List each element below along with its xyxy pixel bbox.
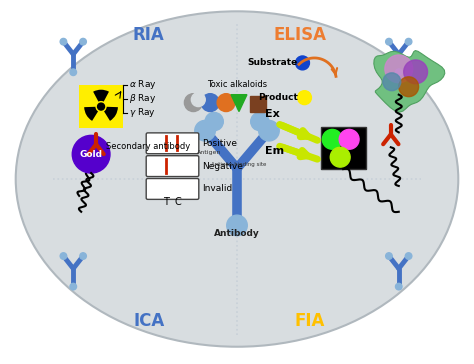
Circle shape <box>405 253 412 259</box>
Bar <box>250 96 266 111</box>
Circle shape <box>217 94 235 111</box>
Text: Antibody: Antibody <box>214 229 260 238</box>
Circle shape <box>80 253 86 259</box>
Text: ELISA: ELISA <box>273 26 326 44</box>
Text: Product: Product <box>258 93 298 102</box>
Text: $\gamma$ Ray: $\gamma$ Ray <box>129 106 156 119</box>
Text: Em: Em <box>265 146 284 156</box>
Circle shape <box>80 39 86 45</box>
Text: Ex: Ex <box>265 108 280 119</box>
Circle shape <box>227 215 247 236</box>
Text: T: T <box>163 197 168 207</box>
Text: Invalid: Invalid <box>202 185 233 193</box>
Circle shape <box>60 39 67 45</box>
Text: Substrate: Substrate <box>247 58 298 67</box>
FancyBboxPatch shape <box>146 178 199 199</box>
FancyBboxPatch shape <box>146 133 199 154</box>
Text: RIA: RIA <box>133 26 164 44</box>
Text: $\alpha$ Ray: $\alpha$ Ray <box>129 78 156 91</box>
Text: $\beta$ Ray: $\beta$ Ray <box>129 92 156 105</box>
Circle shape <box>395 283 402 290</box>
Text: Antigen-binding site: Antigen-binding site <box>211 162 267 167</box>
Circle shape <box>205 112 223 131</box>
Circle shape <box>298 91 311 104</box>
Circle shape <box>184 94 202 111</box>
Wedge shape <box>101 107 118 121</box>
Ellipse shape <box>16 11 458 347</box>
Circle shape <box>322 130 342 149</box>
Circle shape <box>404 60 428 84</box>
Text: Toxic alkaloids: Toxic alkaloids <box>207 80 267 89</box>
Circle shape <box>201 94 219 111</box>
Circle shape <box>385 55 413 83</box>
Circle shape <box>259 120 279 141</box>
Circle shape <box>386 39 392 45</box>
Text: Antigen: Antigen <box>197 150 221 155</box>
Bar <box>321 127 366 169</box>
Circle shape <box>251 112 269 131</box>
Circle shape <box>98 103 105 110</box>
Circle shape <box>195 120 215 141</box>
Circle shape <box>330 147 350 167</box>
Circle shape <box>405 39 412 45</box>
Circle shape <box>296 56 310 70</box>
Text: Negative: Negative <box>202 162 243 171</box>
Circle shape <box>70 283 76 290</box>
Text: Secondary antibody: Secondary antibody <box>106 142 190 151</box>
Circle shape <box>96 102 106 111</box>
Circle shape <box>386 253 392 259</box>
Polygon shape <box>231 95 247 111</box>
Circle shape <box>70 69 76 75</box>
Bar <box>79 85 123 128</box>
Circle shape <box>191 93 205 107</box>
Text: ICA: ICA <box>133 312 164 330</box>
Circle shape <box>383 73 401 91</box>
Text: C: C <box>174 197 181 207</box>
Text: Positive: Positive <box>202 139 237 148</box>
Circle shape <box>60 253 67 259</box>
Wedge shape <box>84 107 101 121</box>
Wedge shape <box>93 90 109 107</box>
Text: FIA: FIA <box>294 312 325 330</box>
Circle shape <box>399 77 419 97</box>
Text: Gold: Gold <box>80 150 103 159</box>
Polygon shape <box>374 51 445 112</box>
Circle shape <box>339 130 359 149</box>
Circle shape <box>72 135 110 173</box>
Circle shape <box>395 69 402 75</box>
FancyBboxPatch shape <box>146 156 199 177</box>
